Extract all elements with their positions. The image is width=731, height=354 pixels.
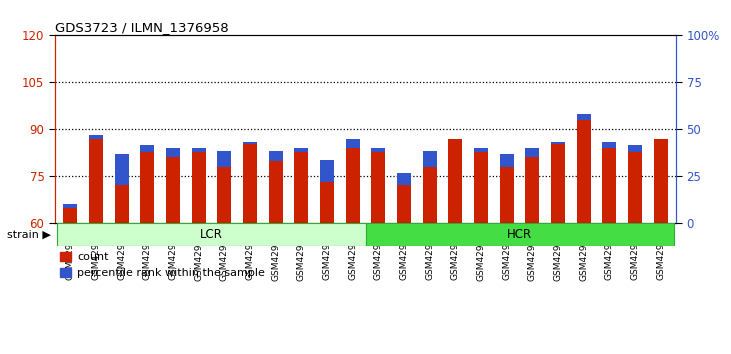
Bar (140, 145, 154, 223)
FancyBboxPatch shape (366, 223, 673, 246)
Bar (448, 138, 463, 223)
Bar (551, 142, 565, 144)
Bar (320, 160, 334, 182)
Bar (602, 142, 616, 223)
Bar (397, 173, 411, 185)
Bar (474, 148, 488, 152)
Bar (166, 148, 180, 157)
Bar (320, 160, 334, 223)
Bar (577, 114, 591, 120)
Bar (192, 148, 205, 152)
Bar (397, 173, 411, 223)
Bar (295, 148, 308, 223)
Bar (243, 142, 257, 144)
Bar (602, 142, 616, 148)
Legend: count, percentile rank within the sample: count, percentile rank within the sample (61, 252, 265, 278)
Bar (346, 138, 360, 148)
Text: strain ▶: strain ▶ (7, 229, 51, 240)
Bar (371, 148, 385, 223)
Bar (243, 142, 257, 223)
Bar (371, 148, 385, 152)
Bar (295, 148, 308, 152)
Bar (268, 151, 283, 161)
Bar (217, 151, 231, 167)
Bar (346, 138, 360, 223)
Bar (500, 154, 514, 223)
Text: HCR: HCR (507, 228, 532, 241)
Bar (577, 120, 591, 223)
Bar (166, 148, 180, 223)
Bar (192, 148, 205, 223)
Bar (423, 151, 436, 167)
Bar (140, 145, 154, 152)
Bar (115, 154, 129, 223)
Bar (89, 136, 103, 138)
Text: GDS3723 / ILMN_1376958: GDS3723 / ILMN_1376958 (55, 21, 229, 34)
Bar (423, 151, 436, 223)
Bar (654, 138, 668, 223)
Bar (89, 136, 103, 223)
FancyBboxPatch shape (58, 223, 366, 246)
Bar (474, 148, 488, 223)
Bar (115, 154, 129, 185)
Text: LCR: LCR (200, 228, 223, 241)
Bar (526, 148, 539, 223)
Bar (217, 151, 231, 223)
Bar (268, 151, 283, 223)
Bar (526, 148, 539, 157)
Bar (628, 145, 642, 152)
Bar (628, 145, 642, 223)
Bar (63, 204, 77, 223)
Bar (551, 142, 565, 223)
Bar (500, 154, 514, 167)
Bar (63, 204, 77, 208)
